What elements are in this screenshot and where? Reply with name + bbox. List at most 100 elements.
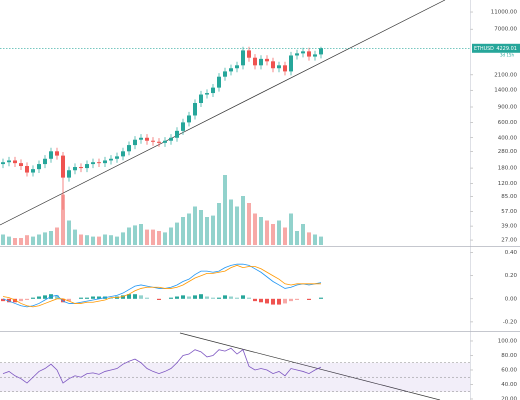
- histogram-bar: [61, 298, 65, 303]
- candle-body: [67, 170, 71, 178]
- volume-bar: [289, 213, 293, 245]
- volume-bar: [175, 222, 179, 245]
- volume-bar: [313, 234, 317, 245]
- y-tick-label: 60.00: [501, 367, 517, 373]
- histogram-bar: [271, 298, 275, 305]
- volume-bar: [319, 236, 323, 245]
- candle-body: [43, 158, 47, 165]
- histogram-bar: [121, 295, 125, 299]
- histogram-bar: [13, 298, 17, 303]
- histogram-bar: [169, 297, 173, 299]
- histogram-bar: [55, 295, 59, 299]
- histogram-bar: [1, 298, 5, 302]
- candle-body: [253, 57, 257, 66]
- volume-bar: [103, 234, 107, 245]
- candle-body: [115, 156, 119, 159]
- volume-bar: [19, 238, 23, 245]
- y-tick-label: 0.00: [505, 296, 518, 302]
- volume-bar: [193, 206, 197, 245]
- histogram-bar: [193, 295, 197, 299]
- volume-bar: [247, 203, 251, 245]
- volume-bar: [31, 236, 35, 245]
- volume-bar: [163, 232, 167, 245]
- volume-bar: [109, 235, 113, 245]
- volume-bar: [61, 194, 65, 245]
- candle-body: [295, 53, 299, 56]
- volume-bar: [37, 234, 41, 245]
- candle-body: [235, 65, 239, 69]
- candle-body: [13, 160, 17, 164]
- histogram-bar: [319, 297, 323, 299]
- histogram-bar: [139, 295, 143, 299]
- histogram-bar: [295, 298, 299, 300]
- volume-bar: [223, 175, 227, 245]
- y-tick-label: 85.00: [501, 194, 517, 200]
- candle-body: [1, 162, 5, 165]
- candle-body: [25, 166, 29, 173]
- histogram-bar: [307, 298, 311, 300]
- volume-bar: [277, 220, 281, 245]
- candle-body: [55, 151, 59, 156]
- y-tick-label: 900.00: [498, 105, 518, 111]
- candle-body: [85, 164, 89, 169]
- candle-body: [199, 94, 203, 104]
- y-tick-label: 0.20: [505, 273, 518, 279]
- histogram-bar: [97, 296, 101, 299]
- volume-bar: [307, 232, 311, 245]
- histogram-bar: [145, 297, 149, 299]
- histogram-bar: [235, 297, 239, 299]
- last-price-label: 4229.01: [496, 46, 517, 52]
- volume-bar: [169, 227, 173, 245]
- volume-bar: [271, 224, 275, 245]
- histogram-bar: [289, 298, 293, 302]
- volume-bar: [283, 227, 287, 245]
- histogram-bar: [127, 294, 131, 299]
- histogram-bar: [31, 297, 35, 299]
- histogram-bar: [91, 296, 95, 299]
- histogram-bar: [43, 295, 47, 299]
- histogram-bar: [259, 298, 263, 303]
- histogram-bar: [79, 297, 83, 299]
- y-tick-label: 40.00: [501, 382, 517, 388]
- volume-bar: [253, 213, 257, 245]
- histogram-bar: [85, 297, 89, 299]
- candle-body: [61, 155, 65, 178]
- trend-line: [179, 332, 441, 400]
- histogram-bar: [265, 298, 269, 304]
- volume-bar: [127, 227, 131, 245]
- candle-body: [37, 164, 41, 170]
- volume-bar: [67, 220, 71, 245]
- candle-body: [163, 140, 167, 143]
- y-tick-label: 11000.00: [491, 10, 518, 16]
- volume-bar: [259, 217, 263, 245]
- histogram-bar: [205, 296, 209, 299]
- histogram-bar: [67, 298, 71, 302]
- candle-body: [181, 122, 185, 131]
- candle-body: [217, 76, 221, 88]
- histogram-bar: [133, 294, 137, 299]
- y-tick-label: 280.00: [498, 149, 518, 155]
- candle-body: [313, 54, 317, 57]
- candle-body: [49, 151, 53, 159]
- volume-bar: [181, 217, 185, 245]
- candle-body: [79, 167, 83, 169]
- volume-bar: [43, 232, 47, 245]
- volume-bar: [79, 234, 83, 245]
- histogram-bar: [181, 295, 185, 299]
- countdown-label: 3d 15h: [500, 52, 514, 57]
- y-tick-label: 1400.00: [494, 88, 517, 94]
- volume-bar: [1, 234, 5, 245]
- histogram-bar: [109, 297, 113, 299]
- rsi-line: [2, 347, 322, 384]
- volume-bar: [25, 235, 29, 245]
- volume-bar: [139, 224, 143, 245]
- volume-bar: [211, 215, 215, 245]
- y-tick-label: 2100.00: [494, 72, 517, 78]
- y-tick-label: 180.00: [498, 166, 518, 172]
- candle-body: [301, 51, 305, 54]
- candle-body: [121, 151, 125, 157]
- candle-body: [151, 140, 155, 142]
- candle-body: [307, 51, 311, 57]
- volume-bar: [199, 210, 203, 245]
